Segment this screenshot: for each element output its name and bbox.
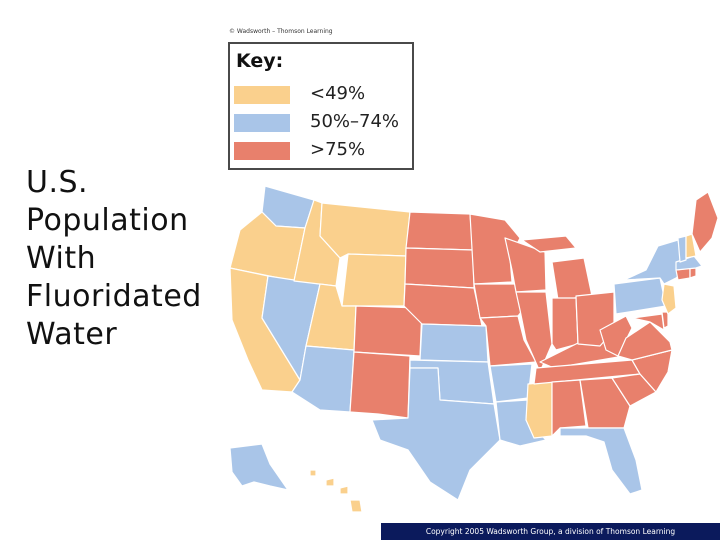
state-RI xyxy=(689,267,697,279)
state-GA xyxy=(579,377,631,429)
state-NM xyxy=(349,351,411,419)
legend-swatch xyxy=(234,114,290,132)
state-VA xyxy=(617,321,673,361)
state-PA xyxy=(613,277,667,315)
state-VT xyxy=(677,235,687,263)
state-HI xyxy=(309,469,363,513)
state-ME xyxy=(691,191,719,253)
legend-label: <49% xyxy=(310,83,366,104)
legend-swatch xyxy=(234,86,290,104)
title-line: Population xyxy=(26,203,189,238)
state-NH xyxy=(685,233,697,259)
title-line: Water xyxy=(26,317,118,352)
state-IN xyxy=(551,297,579,351)
state-MT xyxy=(319,202,411,259)
copyright-text: Copyright 2005 Wadsworth Group, a divisi… xyxy=(425,527,676,536)
title-line: U.S. xyxy=(26,165,89,200)
legend-item: 50%–74% xyxy=(234,111,412,134)
state-NY xyxy=(623,239,685,285)
state-SD xyxy=(404,247,475,289)
state-FL xyxy=(559,427,643,495)
state-NJ xyxy=(661,283,677,315)
legend-item: >75% xyxy=(234,139,412,162)
publisher-credit: © Wadsworth – Thomson Learning xyxy=(229,28,333,35)
state-MS xyxy=(525,381,553,439)
title-line: With xyxy=(26,241,97,276)
map-legend: Key: <49% 50%–74% >75% xyxy=(228,42,414,170)
state-DE xyxy=(661,311,669,329)
state-AL xyxy=(551,379,587,437)
state-KS xyxy=(419,323,489,363)
state-AR xyxy=(489,363,533,403)
title-line: Fluoridated xyxy=(26,279,202,314)
legend-item: <49% xyxy=(234,83,412,106)
state-WY xyxy=(341,253,407,307)
state-ND xyxy=(405,211,474,251)
state-TX xyxy=(371,367,501,501)
legend-label: 50%–74% xyxy=(310,111,400,132)
slide-title: U.S. Population With Fluoridated Water xyxy=(26,164,226,354)
legend-label: >75% xyxy=(310,139,366,160)
copyright-bar: Copyright 2005 Wadsworth Group, a divisi… xyxy=(381,523,720,540)
state-AK xyxy=(229,443,289,491)
legend-swatch xyxy=(234,142,290,160)
legend-title: Key: xyxy=(236,50,284,72)
state-MD xyxy=(631,313,665,331)
